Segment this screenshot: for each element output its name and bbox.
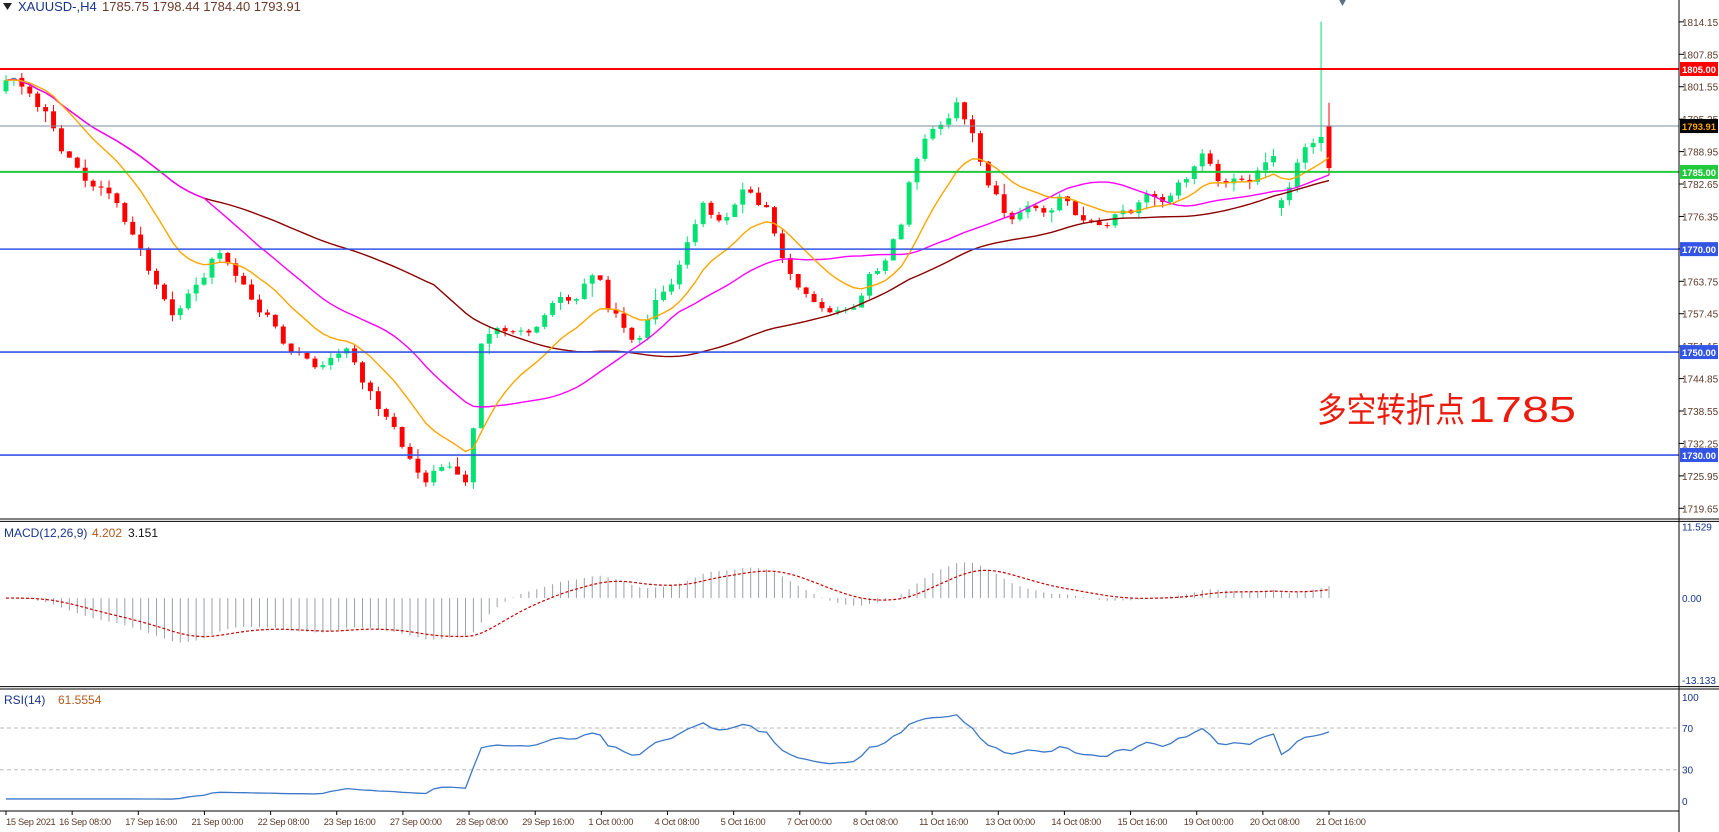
svg-text:1788.95: 1788.95 (1682, 148, 1719, 159)
svg-text:20 Oct 08:00: 20 Oct 08:00 (1250, 817, 1300, 827)
svg-text:22 Sep 08:00: 22 Sep 08:00 (258, 817, 310, 827)
svg-text:1785: 1785 (1468, 389, 1576, 430)
svg-text:RSI(14): RSI(14) (4, 693, 45, 707)
svg-text:1763.75: 1763.75 (1682, 277, 1719, 288)
svg-text:1770.00: 1770.00 (1682, 245, 1716, 256)
svg-text:1719.65: 1719.65 (1682, 504, 1719, 515)
svg-text:4.202: 4.202 (92, 526, 122, 540)
svg-text:11 Oct 16:00: 11 Oct 16:00 (919, 817, 968, 827)
svg-text:30: 30 (1682, 766, 1694, 777)
svg-text:1807.85: 1807.85 (1682, 50, 1719, 61)
svg-text:1785.75 1798.44 1784.40 179: 1785.75 1798.44 1784.40 1793.91 (102, 0, 301, 14)
svg-text:1814.15: 1814.15 (1682, 18, 1719, 29)
svg-text:13 Oct 00:00: 13 Oct 00:00 (985, 817, 1035, 827)
svg-text:21 Sep 00:00: 21 Sep 00:00 (191, 817, 243, 827)
svg-text:19 Oct 00:00: 19 Oct 00:00 (1184, 817, 1234, 827)
svg-text:-13.133: -13.133 (1682, 676, 1716, 687)
svg-text:1776.35: 1776.35 (1682, 212, 1719, 223)
svg-text:17 Sep 16:00: 17 Sep 16:00 (125, 817, 177, 827)
svg-text:1725.95: 1725.95 (1682, 472, 1719, 483)
svg-text:29 Sep 16:00: 29 Sep 16:00 (522, 817, 574, 827)
svg-text:11.529: 11.529 (1682, 522, 1712, 533)
svg-text:70: 70 (1682, 724, 1694, 735)
svg-text:61.5554: 61.5554 (58, 693, 102, 707)
svg-text:1793.91: 1793.91 (1682, 122, 1717, 133)
svg-text:1785.00: 1785.00 (1682, 168, 1716, 179)
svg-text:27 Sep 00:00: 27 Sep 00:00 (390, 817, 442, 827)
svg-text:1750.00: 1750.00 (1682, 348, 1716, 359)
svg-text:16 Sep 08:00: 16 Sep 08:00 (59, 817, 111, 827)
svg-text:多空转折点: 多空转折点 (1317, 392, 1465, 430)
svg-text:5 Oct 16:00: 5 Oct 16:00 (721, 817, 766, 827)
svg-text:0: 0 (1682, 797, 1688, 808)
svg-text:MACD(12,26,9): MACD(12,26,9) (4, 526, 87, 540)
svg-text:1744.85: 1744.85 (1682, 375, 1719, 386)
svg-text:15 Oct 16:00: 15 Oct 16:00 (1118, 817, 1168, 827)
svg-text:100: 100 (1682, 693, 1699, 704)
svg-text:3.151: 3.151 (128, 526, 158, 540)
svg-text:1805.00: 1805.00 (1682, 65, 1716, 76)
svg-text:28 Sep 08:00: 28 Sep 08:00 (456, 817, 508, 827)
svg-text:1 Oct 00:00: 1 Oct 00:00 (588, 817, 633, 827)
svg-text:23 Sep 16:00: 23 Sep 16:00 (324, 817, 376, 827)
svg-text:1801.55: 1801.55 (1682, 83, 1719, 94)
svg-text:4 Oct 08:00: 4 Oct 08:00 (655, 817, 700, 827)
svg-text:1782.65: 1782.65 (1682, 180, 1719, 191)
svg-text:8 Oct 08:00: 8 Oct 08:00 (853, 817, 898, 827)
svg-text:1738.55: 1738.55 (1682, 407, 1719, 418)
svg-text:7 Oct 00:00: 7 Oct 00:00 (787, 817, 832, 827)
svg-text:1730.00: 1730.00 (1682, 451, 1716, 462)
svg-text:0.00: 0.00 (1682, 594, 1702, 605)
svg-text:14 Oct 08:00: 14 Oct 08:00 (1051, 817, 1101, 827)
svg-text:15 Sep 2021: 15 Sep 2021 (6, 817, 56, 827)
svg-text:1757.45: 1757.45 (1682, 310, 1719, 321)
svg-text:21 Oct 16:00: 21 Oct 16:00 (1316, 817, 1366, 827)
svg-text:XAUUSD-,H4: XAUUSD-,H4 (18, 0, 97, 14)
